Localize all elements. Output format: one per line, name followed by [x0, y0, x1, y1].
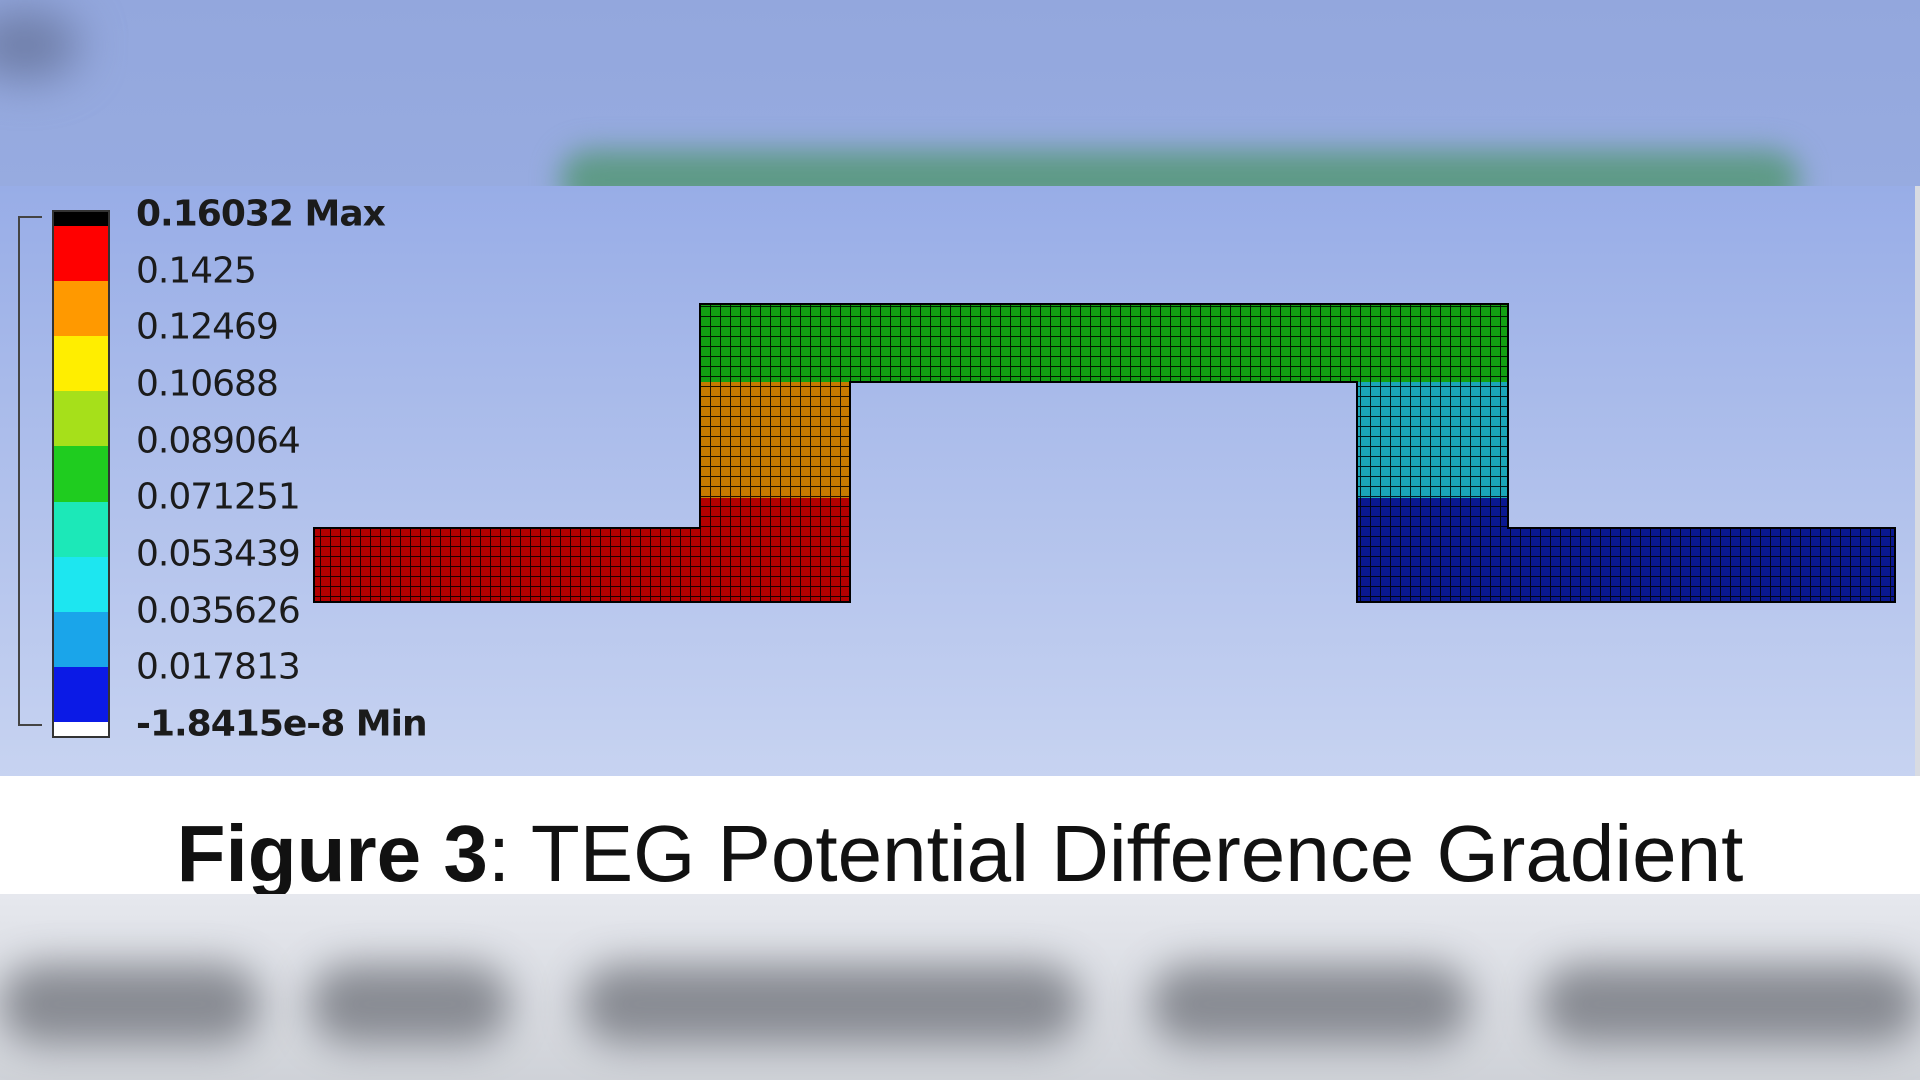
legend-level-label: 0.053439	[136, 533, 301, 575]
caption-text: : TEG Potential Difference Gradient	[487, 809, 1744, 898]
legend-level-label: 0.089064	[136, 420, 301, 462]
teg-geometry	[313, 303, 1896, 603]
legend-swatch	[54, 501, 108, 557]
blurred-shape	[560, 150, 1800, 186]
legend-level-label: 0.035626	[136, 590, 301, 632]
legend-swatch	[54, 212, 108, 226]
right-leg-mesh	[1357, 528, 1895, 602]
teg-mesh-plot	[313, 303, 1896, 603]
color-legend-bar	[52, 210, 110, 738]
legend-swatch	[54, 556, 108, 612]
legend-swatch	[54, 391, 108, 447]
blurred-shape	[310, 964, 510, 1044]
legend-swatch	[54, 336, 108, 392]
left-post-lower-mesh	[700, 498, 850, 602]
blurred-shape	[1150, 964, 1470, 1044]
right-post-upper-mesh	[1357, 382, 1508, 498]
blurred-shape	[0, 10, 80, 80]
legend-level-label: 0.10688	[136, 363, 279, 405]
caption-band	[0, 776, 1920, 894]
legend-swatch	[54, 611, 108, 667]
blurred-shape	[0, 964, 260, 1044]
teg-outline	[313, 303, 1896, 603]
figure-caption: Figure 3: TEG Potential Difference Gradi…	[0, 808, 1920, 900]
legend-labels: 0.16032 Max -1.8415e-8 Min 0.1425 0.12469…	[136, 186, 536, 776]
legend-level-label: 0.1425	[136, 250, 257, 292]
blurred-shape	[1540, 964, 1920, 1044]
legend-min-label: -1.8415e-8 Min	[136, 703, 428, 745]
legend-swatch	[54, 446, 108, 502]
legend-level-label: 0.071251	[136, 476, 301, 518]
legend-max-label: 0.16032 Max	[136, 193, 386, 235]
left-post-upper-mesh	[700, 382, 850, 498]
legend-swatch	[54, 666, 108, 722]
legend-swatch	[54, 226, 108, 282]
simulation-panel: 0.16032 Max -1.8415e-8 Min 0.1425 0.12469…	[0, 186, 1915, 776]
legend-level-label: 0.017813	[136, 646, 301, 688]
legend-level-label: 0.12469	[136, 306, 279, 348]
blurred-shape	[580, 964, 1080, 1044]
top-background-band	[0, 0, 1920, 186]
bottom-background-band	[0, 894, 1920, 1080]
caption-figure-number: Figure 3	[176, 809, 488, 898]
legend-bracket	[18, 216, 42, 726]
bridge-mesh	[700, 304, 1508, 382]
legend-swatch	[54, 281, 108, 337]
legend-swatch	[54, 721, 108, 736]
